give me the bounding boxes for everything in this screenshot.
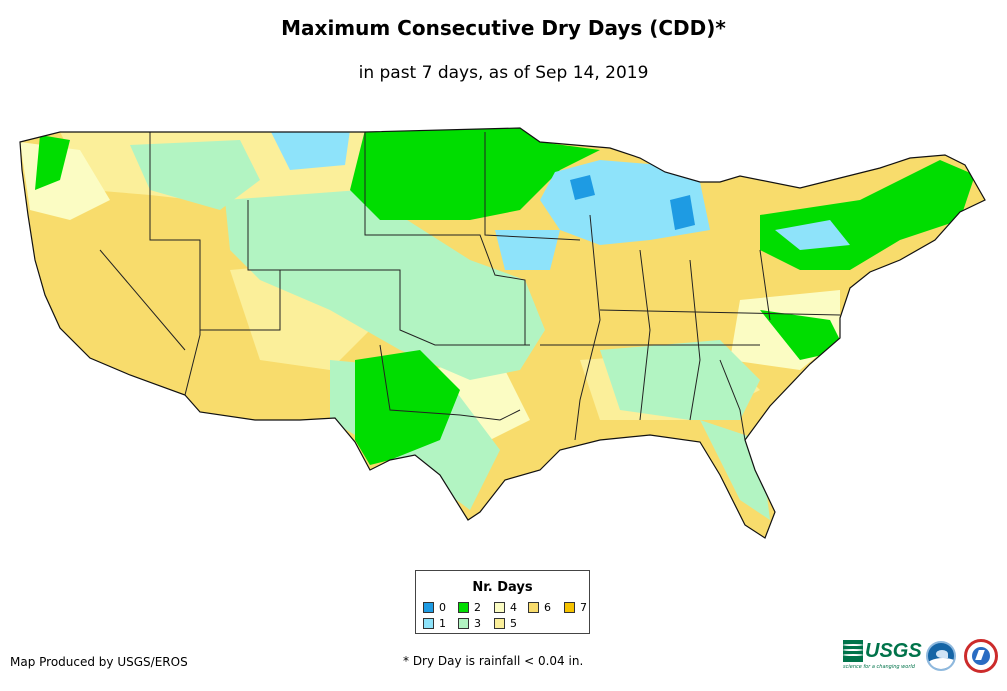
legend-swatch	[458, 602, 469, 613]
legend: Nr. Days 0 1 2 3 4 5 6 7	[415, 570, 590, 634]
map-subtitle: in past 7 days, as of Sep 14, 2019	[358, 63, 649, 83]
cdd-1-iowa	[495, 230, 560, 270]
legend-swatch	[564, 602, 575, 613]
legend-item-0: 0	[423, 601, 446, 614]
map-title: Maximum Consecutive Dry Days (CDD)*	[281, 16, 726, 40]
cdd-2-upper-midwest	[350, 128, 600, 220]
legend-swatch	[458, 618, 469, 629]
cdd-0-wisconsin	[570, 175, 595, 200]
dry-day-footnote: * Dry Day is rainfall < 0.04 in.	[403, 654, 584, 668]
cdd-0-michigan	[670, 195, 695, 230]
legend-swatch	[494, 618, 505, 629]
legend-item-7: 7	[564, 601, 587, 614]
legend-label: 2	[474, 601, 481, 614]
legend-label: 1	[439, 617, 446, 630]
noaa-logo-icon	[926, 641, 956, 671]
cdd-3-plains	[225, 190, 545, 380]
usgs-tagline: science for a changing world	[843, 664, 915, 670]
usgs-logo-text: USGS	[865, 640, 922, 662]
legend-item-4: 4	[494, 601, 517, 614]
legend-swatch	[423, 602, 434, 613]
legend-label: 5	[510, 617, 517, 630]
legend-item-1: 1	[423, 617, 446, 630]
us-cdd-map	[19, 127, 986, 539]
legend-item-5: 5	[494, 617, 517, 630]
usgs-logo: USGS science for a changing world	[843, 640, 922, 670]
cdd-3-montana	[130, 140, 260, 210]
cdd-1-north-dakota-west	[270, 130, 350, 170]
legend-label: 7	[580, 601, 587, 614]
state-boundaries	[99, 132, 841, 441]
legend-label: 6	[544, 601, 551, 614]
cdd-2-west-texas	[355, 350, 460, 465]
legend-swatch	[423, 618, 434, 629]
usgs-wave-icon	[843, 640, 863, 662]
cdd-2-washington-coast	[35, 135, 70, 190]
legend-item-2: 2	[458, 601, 481, 614]
nws-logo-icon	[964, 639, 998, 673]
legend-label: 0	[439, 601, 446, 614]
legend-label: 3	[474, 617, 481, 630]
legend-swatch	[494, 602, 505, 613]
cdd-1-new-york	[775, 220, 850, 250]
us-outline	[19, 127, 986, 539]
legend-label: 4	[510, 601, 517, 614]
legend-swatch	[528, 602, 539, 613]
legend-item-3: 3	[458, 617, 481, 630]
cdd-2-carolinas	[760, 310, 845, 360]
legend-item-6: 6	[528, 601, 551, 614]
map-credit: Map Produced by USGS/EROS	[10, 655, 188, 669]
legend-title: Nr. Days	[472, 580, 533, 595]
